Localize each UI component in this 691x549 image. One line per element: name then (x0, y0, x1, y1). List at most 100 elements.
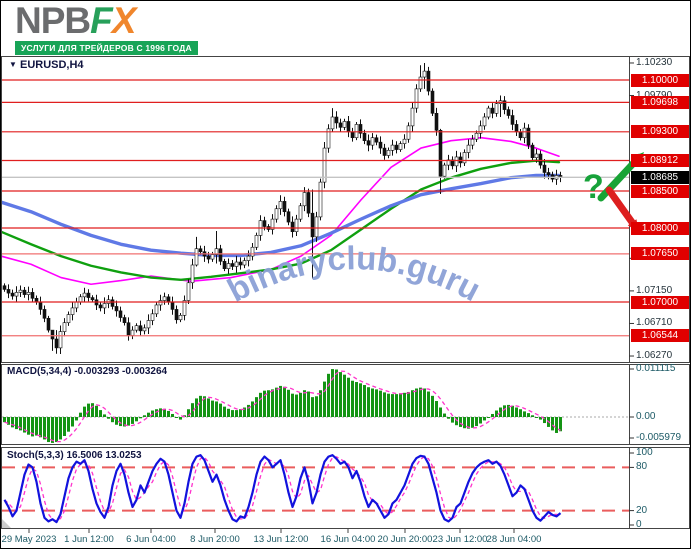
moving-average-line (2, 173, 561, 258)
macd-histogram-bar (455, 417, 458, 426)
symbol-selector[interactable]: ▼ EURUSD,H4 (9, 59, 84, 71)
macd-histogram-bar (203, 396, 206, 417)
time-axis-label: 1 Jun 12:00 (64, 534, 114, 545)
macd-histogram-bar (95, 405, 98, 417)
main-chart-plot (2, 62, 563, 355)
macd-histogram-bar (83, 406, 86, 417)
price-scale-label: 1.07150 (636, 284, 673, 296)
macd-histogram-bar (283, 386, 286, 417)
level-price-tag: 1.09698 (631, 95, 689, 109)
macd-histogram-bar (387, 393, 390, 417)
macd-histogram-bar (523, 411, 526, 417)
macd-histogram-bar (527, 413, 530, 417)
macd-histogram-bar (23, 417, 26, 433)
time-axis-label: 20 Jun 20:00 (377, 534, 433, 545)
macd-histogram-bar (147, 412, 150, 417)
macd-histogram-bar (131, 417, 134, 424)
time-axis-label: 23 Jun 12:00 (432, 534, 488, 545)
macd-histogram-bar (559, 417, 562, 432)
time-axis-label: 16 Jun 04:00 (320, 534, 376, 545)
price-scale-label: 1.06710 (636, 317, 673, 329)
macd-histogram-bar (495, 410, 498, 417)
macd-histogram-bar (39, 417, 42, 438)
macd-histogram-bar (191, 403, 194, 417)
macd-histogram-bar (543, 417, 546, 424)
macd-histogram-bar (359, 383, 362, 417)
price-scale-label: 1.09790 (636, 90, 672, 101)
npbfx-logo[interactable]: NPBFX (15, 0, 137, 41)
macd-histogram-bar (223, 406, 226, 417)
macd-histogram-bar (287, 389, 290, 417)
level-price-tag: 1.10000 (631, 73, 689, 87)
macd-indicator-label: MACD(5,34,4) -0.003293 -0.003264 (7, 366, 168, 377)
panel-resize-corner[interactable] (2, 519, 11, 528)
level-price-tag: 1.09300 (631, 125, 689, 139)
macd-histogram-bar (303, 390, 306, 417)
macd-histogram-bar (551, 417, 554, 431)
macd-histogram-bar (439, 407, 442, 417)
macd-histogram-bar (511, 405, 514, 417)
chevron-down-icon[interactable]: ▼ (9, 60, 17, 69)
macd-histogram-bar (163, 408, 166, 417)
macd-histogram-bar (19, 417, 22, 431)
macd-histogram-bar (259, 392, 262, 417)
macd-histogram-bar (11, 417, 14, 428)
macd-signal-line (4, 370, 561, 443)
macd-histogram-bar (539, 417, 542, 420)
macd-histogram-bar (71, 417, 74, 427)
macd-scale-label: 0.011115 (636, 363, 676, 374)
level-price-tag: 1.08912 (631, 154, 689, 167)
logo-text-orange: X (111, 0, 137, 41)
macd-histogram-bar (367, 387, 370, 417)
macd-histogram-bar (399, 393, 402, 417)
macd-histogram-bar (347, 377, 350, 417)
macd-histogram-bar (479, 417, 482, 424)
macd-histogram-bar (443, 413, 446, 417)
macd-histogram-bar (407, 391, 410, 417)
macd-histogram-bar (251, 401, 254, 417)
macd-histogram-bar (503, 405, 506, 417)
macd-histogram-bar (475, 417, 478, 427)
macd-histogram-bar (215, 401, 218, 417)
macd-histogram-bar (55, 417, 58, 443)
level-price-tag: 1.07000 (631, 295, 689, 309)
stoch-scale-label: 0 (636, 519, 642, 530)
macd-histogram-bar (119, 417, 122, 427)
macd-histogram-bar (463, 417, 466, 429)
macd-histogram-bar (331, 369, 334, 417)
macd-histogram-bar (355, 382, 358, 417)
price-scale-label: 1.10230 (636, 56, 673, 68)
macd-histogram-bar (363, 385, 366, 417)
main-chart-panel[interactable] (1, 56, 690, 363)
macd-histogram-bar (243, 407, 246, 417)
time-axis-label: 8 Jun 20:00 (190, 534, 240, 545)
macd-histogram-bar (351, 380, 354, 417)
macd-histogram-bar (519, 409, 522, 417)
macd-panel[interactable] (1, 364, 690, 445)
macd-histogram-bar (323, 381, 326, 417)
macd-histogram-bar (247, 404, 250, 417)
macd-histogram-bar (79, 412, 82, 417)
macd-histogram-bar (371, 388, 374, 417)
logo-tagline: УСЛУГИ ДЛЯ ТРЕЙДЕРОВ С 1996 ГОДА (15, 41, 198, 55)
time-axis-label: 6 Jun 04:00 (126, 534, 176, 545)
macd-histogram-bar (535, 417, 538, 418)
macd-histogram-bar (115, 417, 118, 425)
macd-histogram-bar (3, 417, 6, 423)
level-price-tag: 1.08500 (631, 184, 689, 198)
macd-histogram-bar (403, 392, 406, 417)
time-axis-label: 28 Jun 04:00 (486, 534, 542, 545)
time-axis-label: 13 Jun 12:00 (253, 534, 309, 545)
macd-histogram-bar (307, 391, 310, 417)
macd-histogram-bar (195, 398, 198, 417)
macd-histogram-bar (531, 415, 534, 417)
macd-histogram-bar (87, 403, 90, 417)
macd-histogram-bar (135, 417, 138, 422)
moving-average-line (2, 159, 561, 281)
stoch-k-line (3, 454, 562, 524)
stoch-panel[interactable] (1, 447, 690, 529)
macd-histogram-bar (499, 407, 502, 417)
macd-histogram-bar (379, 390, 382, 417)
macd-histogram-bar (47, 417, 50, 443)
